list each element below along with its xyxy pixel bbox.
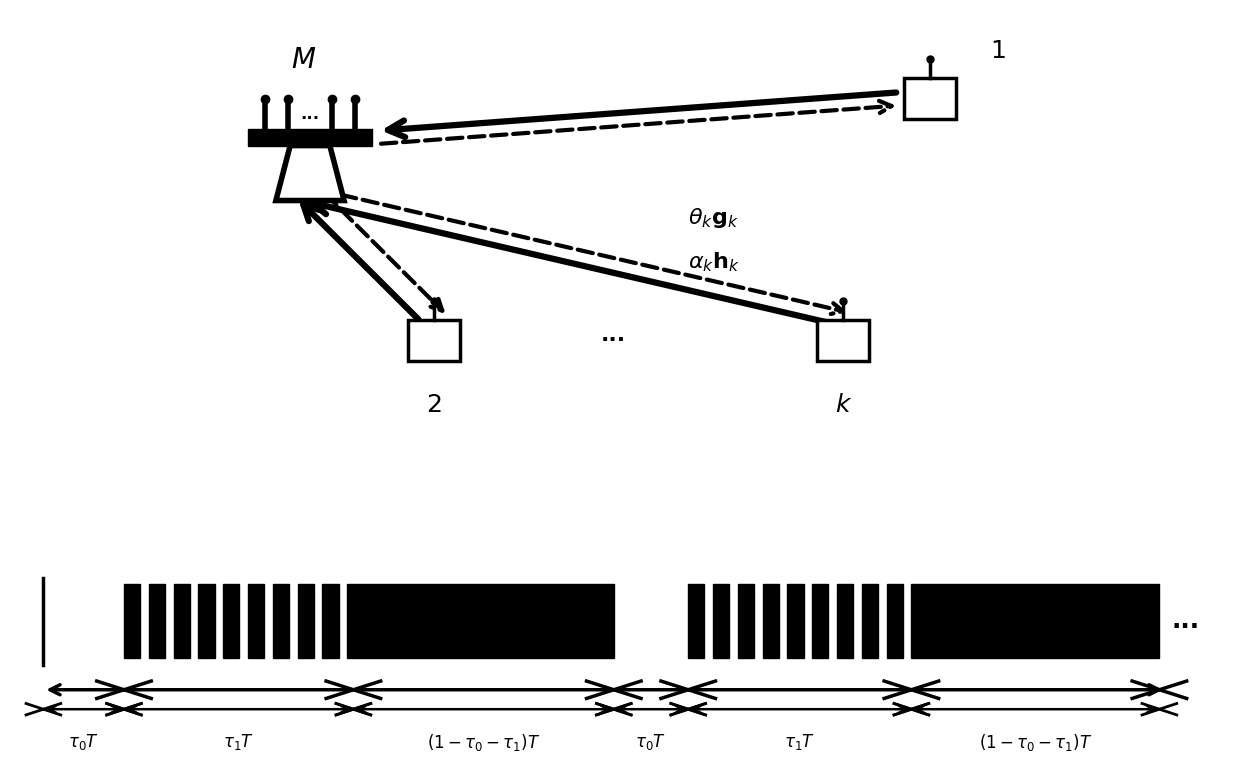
Text: ...: ... [1172,609,1200,633]
Bar [322,584,339,658]
Bar [124,584,140,658]
Bar [273,584,289,658]
Text: $\tau_0 T$: $\tau_0 T$ [635,732,667,752]
Bar [812,584,828,658]
Bar [887,584,903,658]
Text: $k$: $k$ [835,393,852,417]
Text: $\tau_1 T$: $\tau_1 T$ [223,732,254,752]
Bar [911,584,1159,658]
Text: $\theta_k\mathbf{g}_k$: $\theta_k\mathbf{g}_k$ [688,206,739,230]
Bar [837,584,853,658]
Bar [248,129,372,146]
Bar [738,584,754,658]
Bar [223,584,239,658]
Text: ...: ... [300,105,320,123]
Bar [688,584,704,658]
Text: $M$: $M$ [291,47,316,74]
Bar [347,584,353,658]
Bar [248,584,264,658]
Text: $\tau_1 T$: $\tau_1 T$ [784,732,816,752]
Text: $(1-\tau_0-\tau_1)T$: $(1-\tau_0-\tau_1)T$ [427,732,541,753]
Bar [787,584,804,658]
Text: $1$: $1$ [991,39,1006,63]
Bar [353,584,614,658]
Bar [298,584,314,658]
Bar [904,79,956,120]
Text: $\alpha_k\mathbf{h}_k$: $\alpha_k\mathbf{h}_k$ [688,250,740,274]
Polygon shape [275,146,345,201]
Bar [149,584,165,658]
Bar [408,320,460,361]
Bar [763,584,779,658]
Text: ...: ... [601,325,626,345]
Text: $(1-\tau_0-\tau_1)T$: $(1-\tau_0-\tau_1)T$ [978,732,1092,753]
Text: $\tau_0 T$: $\tau_0 T$ [68,732,99,752]
Bar [817,320,869,361]
Bar [174,584,190,658]
Bar [862,584,878,658]
Text: $2$: $2$ [427,393,441,417]
Bar [198,584,215,658]
Bar [713,584,729,658]
